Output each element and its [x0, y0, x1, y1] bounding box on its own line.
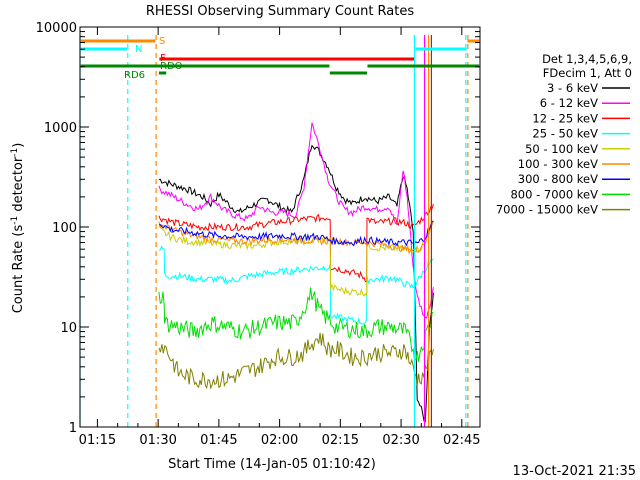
chart-title: RHESSI Observing Summary Count Rates [146, 4, 415, 19]
y-axis-label-end: ) [11, 143, 26, 148]
state-label-f: F [160, 53, 166, 64]
legend-label-800-7000-kev: 800 - 7000 keV [510, 187, 598, 201]
y-tick-label: 1 [69, 421, 77, 436]
plot-frame [79, 26, 481, 428]
y-axis-label-exp1: -1 [10, 216, 20, 225]
y-axis-label-exp2: -1 [10, 148, 20, 157]
axis-ticks: 01:15 01:30 01:45 02:00 02:15 02:30 02:45 1 10 10… [36, 21, 481, 448]
series-line-6-12-kev [158, 122, 434, 319]
state-label-rdo: RDO [160, 61, 183, 72]
footer-date: 13-Oct-2021 21:35 [513, 464, 636, 479]
x-axis-label: Start Time (14-Jan-05 01:10:42) [168, 457, 376, 472]
series-line-800-7000-kev [158, 287, 434, 362]
y-tick-label: 100 [52, 221, 77, 236]
x-tick-label: 02:30 [382, 433, 419, 448]
legend-label-3-6-kev: 3 - 6 keV [547, 81, 598, 95]
vertical-markers [79, 35, 469, 427]
series-line-25-50-kev [158, 245, 434, 326]
x-tick-label: 02:00 [261, 433, 298, 448]
legend-label-300-800-kev: 300 - 800 keV [518, 172, 598, 186]
series-line-300-800-kev [158, 220, 434, 247]
legend-label-7000-15000-kev: 7000 - 15000 keV [496, 203, 598, 217]
legend-label-25-50-kev: 25 - 50 keV [532, 127, 598, 141]
y-tick-label: 10 [60, 321, 77, 336]
x-tick-label: 01:15 [79, 433, 116, 448]
x-tick-label: 02:45 [443, 433, 480, 448]
state-label-rd6: RD6 [124, 70, 145, 81]
y-tick-label: 1000 [44, 121, 77, 136]
legend-label-100-300-kev: 100 - 300 keV [518, 157, 598, 171]
legend-header-line-2: FDecim 1, Att 0 [543, 66, 632, 80]
y-axis-label-main: Count Rate (s [11, 225, 26, 314]
series-line-12-25-kev [158, 203, 434, 283]
x-tick-label: 02:15 [322, 433, 359, 448]
state-label-n: N [135, 44, 142, 55]
legend-label-50-100-kev: 50 - 100 keV [525, 142, 598, 156]
plot-area [158, 122, 434, 423]
x-tick-label: 01:30 [139, 433, 176, 448]
state-bars: S N F RD6 RDO [80, 36, 480, 81]
series-line-7000-15000-kev [158, 332, 434, 390]
legend-header-line-1: Det 1,3,4,5,6,9, [542, 52, 632, 66]
y-axis-label-mid: detector [11, 156, 26, 216]
x-tick-label: 01:45 [200, 433, 237, 448]
legend-label-6-12-kev: 6 - 12 keV [540, 96, 598, 110]
y-tick-label: 10000 [36, 21, 77, 36]
series-line-3-6-kev [158, 144, 434, 423]
legend-label-12-25-kev: 12 - 25 keV [532, 111, 598, 125]
state-label-s: S [159, 36, 165, 47]
legend: Det 1,3,4,5,6,9, FDecim 1, Att 0 3 - 6 k… [496, 52, 632, 217]
y-axis-label: Count Rate (s-1 detector-1) [10, 143, 26, 314]
